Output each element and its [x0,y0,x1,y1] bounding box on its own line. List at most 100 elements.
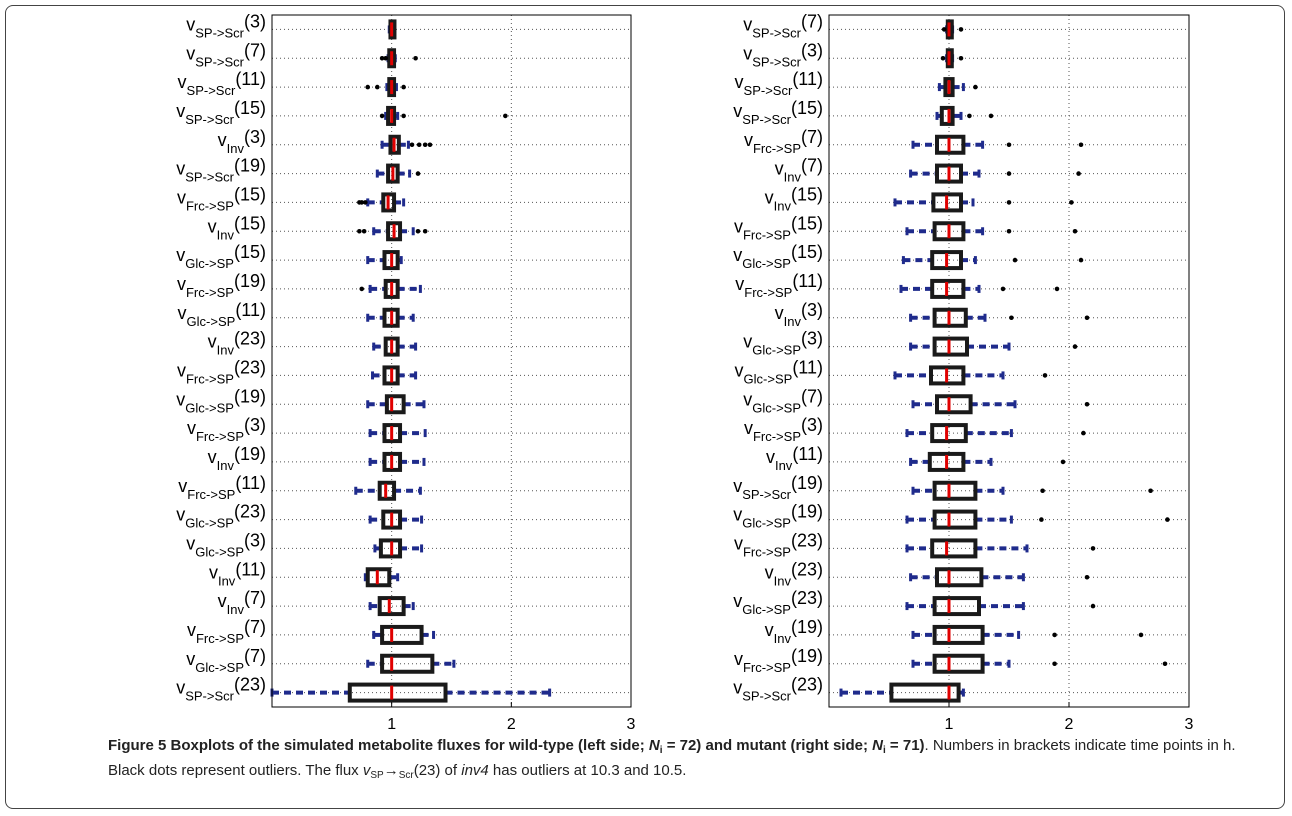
outlier-point [1042,373,1048,378]
box [365,567,392,588]
box [930,278,966,299]
box [930,538,978,559]
category-label: vInv(3) [218,127,266,156]
outlier-point [940,55,946,61]
outlier-point [415,171,421,176]
outlier-point [958,55,964,61]
axes-frame [271,14,632,708]
outlier-point [361,228,367,234]
box [381,509,403,530]
outlier-point [416,142,422,148]
box [384,394,406,415]
category-label: vGlc->SP(23) [176,502,266,531]
category-label: vSP->Scr(15) [733,98,823,127]
x-tick-label: 3 [1185,716,1194,730]
category-label: vFrc->SP(3) [187,415,266,444]
box [930,250,964,271]
outlier-point [379,113,385,119]
box [380,624,424,645]
outlier-point [1090,546,1096,551]
outlier-point [1054,286,1060,292]
box [929,365,966,386]
category-label: vSP->Scr(11) [178,69,266,98]
category-label: vSP->Scr(19) [176,156,266,185]
outlier-point [1081,430,1086,436]
box [382,307,400,328]
outlier-point [1012,257,1018,263]
category-label: vFrc->SP(7) [744,127,823,156]
box [932,509,978,530]
category-label: vInv(11) [766,444,823,473]
category-label: vSP->Scr(3) [186,11,266,40]
category-label: vInv(19) [208,444,266,473]
category-label: vFrc->SP(19) [177,271,266,300]
outlier-point [503,113,508,119]
box [932,307,968,328]
category-label: vFrc->SP(11) [735,271,823,300]
outlier-point [1165,517,1170,522]
outlier-point [1138,632,1144,638]
category-label: vGlc->SP(15) [733,242,823,271]
x-tick-label: 1 [945,716,954,730]
category-label: vFrc->SP(23) [177,357,266,386]
category-label: vSP->Scr(23) [176,675,266,704]
category-label: vGlc->SP(7) [186,646,266,675]
category-label: vGlc->SP(3) [186,530,266,559]
outlier-point [1084,574,1090,580]
box [381,192,397,213]
box [939,105,955,126]
outlier-point [359,286,365,292]
outlier-point [1052,632,1057,638]
category-label: vGlc->SP(15) [176,242,266,271]
outlier-point [1006,228,1012,234]
outlier-point [1039,517,1044,522]
box [935,163,963,184]
outlier-point [422,142,428,148]
box [927,451,966,472]
category-label: vFrc->SP(11) [178,473,266,502]
box [382,250,400,271]
outlier-point [415,228,421,234]
box [387,77,397,98]
outlier-point [401,84,406,90]
outlier-point [1090,603,1096,609]
box [932,336,969,357]
box [935,567,984,588]
category-label: vFrc->SP(15) [734,213,823,242]
category-label: vInv(23) [765,559,823,588]
box [378,538,403,559]
x-tick-label: 3 [627,716,636,730]
category-label: vSP->Scr(19) [733,473,823,502]
category-label: vSP->Scr(15) [176,98,266,127]
box [932,221,966,242]
outlier-point [363,200,368,205]
box [382,365,400,386]
category-label: vSP->Scr(7) [743,11,823,40]
outlier-point [1084,315,1090,321]
outlier-point [1009,315,1014,321]
figure-frame [5,5,1285,809]
outlier-point [1148,488,1153,494]
category-label: vInv(3) [775,300,823,329]
category-label: vFrc->SP(7) [187,617,266,646]
category-label: vSP->Scr(23) [733,675,823,704]
outlier-point [1000,286,1006,292]
figure-caption: Figure 5 Boxplots of the simulated metab… [108,737,1236,781]
outlier-point [359,200,365,205]
category-label: vGlc->SP(7) [743,386,823,415]
category-label: vGlc->SP(19) [176,386,266,415]
category-label: vGlc->SP(19) [733,502,823,531]
box [382,451,403,472]
category-label: vFrc->SP(19) [734,646,823,675]
outlier-point [379,55,385,61]
box [383,278,400,299]
outlier-point [1072,344,1078,349]
box [932,596,981,617]
category-label: vGlc->SP(23) [733,588,823,617]
outlier-point [967,113,972,119]
category-label: vInv(23) [208,329,266,358]
category-label: vFrc->SP(23) [734,530,823,559]
category-label: vSP->Scr(11) [735,69,823,98]
outlier-point [1162,661,1168,667]
category-label: vFrc->SP(15) [177,184,266,213]
